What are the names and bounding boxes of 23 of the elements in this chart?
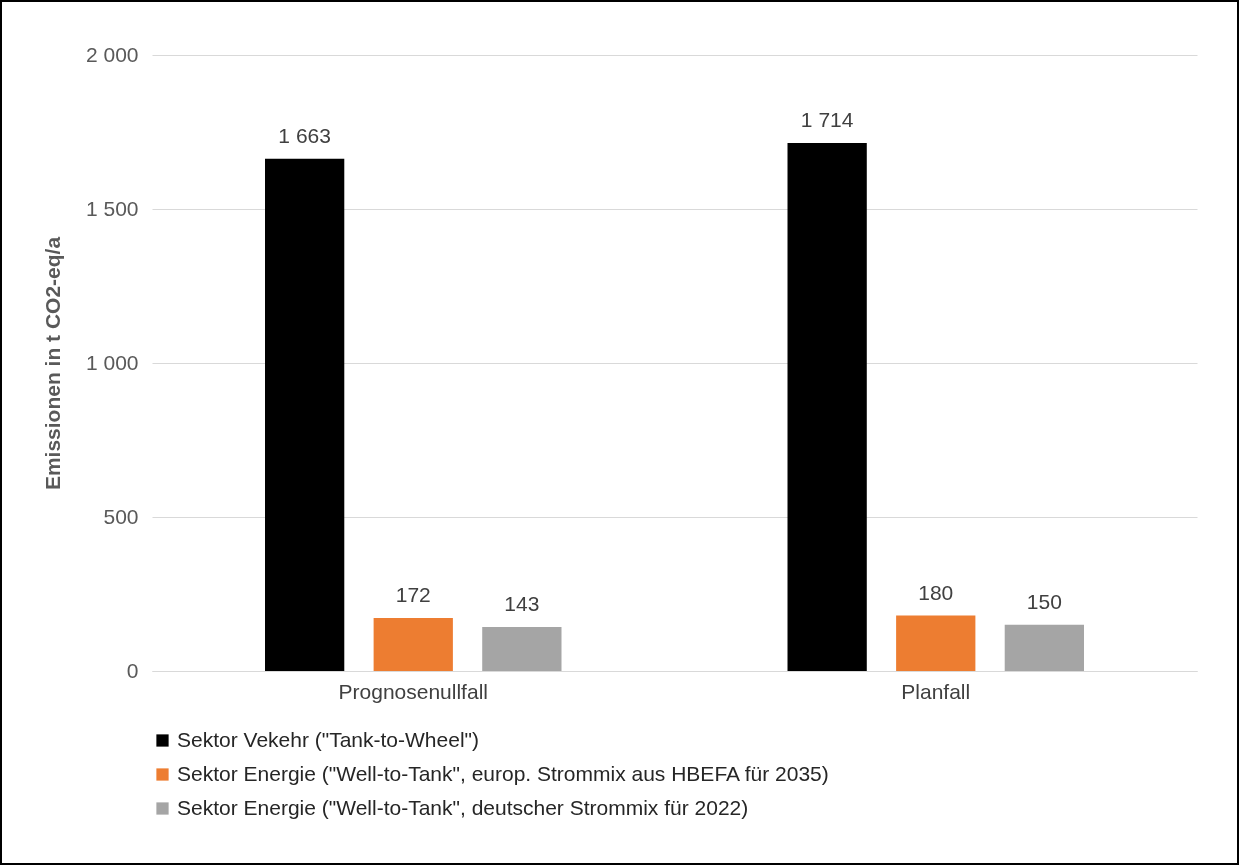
legend-label: Sektor Vekehr ("Tank-to-Wheel") <box>177 727 480 751</box>
x-tick-label: Prognosenullfall <box>338 679 488 703</box>
legend-label: Sektor Energie ("Well-to-Tank", deutscher Strommix für 2022) <box>177 795 749 819</box>
y-axis-title: Emissionen in t CO2-eq/a <box>40 236 64 491</box>
data-label: 1 663 <box>278 123 331 147</box>
bar <box>265 158 345 671</box>
bar <box>896 615 976 671</box>
bar <box>373 618 453 671</box>
y-tick-label: 0 <box>126 658 139 682</box>
data-label: 180 <box>918 580 954 604</box>
y-tick-label: 1 500 <box>85 196 139 220</box>
bar <box>482 626 562 671</box>
data-label: 172 <box>395 583 431 607</box>
data-label: 150 <box>1026 589 1062 613</box>
y-tick-label: 500 <box>103 504 139 528</box>
bar <box>787 143 867 671</box>
x-tick-label: Planfall <box>901 679 971 703</box>
data-label: 1 714 <box>800 108 854 132</box>
bar <box>1004 624 1084 671</box>
y-tick-label: 2 000 <box>85 42 139 66</box>
y-tick-label: 1 000 <box>85 350 139 374</box>
data-label: 143 <box>504 591 540 615</box>
legend-label: Sektor Energie ("Well-to-Tank", europ. Strommix aus HBEFA für 2035) <box>177 761 829 785</box>
